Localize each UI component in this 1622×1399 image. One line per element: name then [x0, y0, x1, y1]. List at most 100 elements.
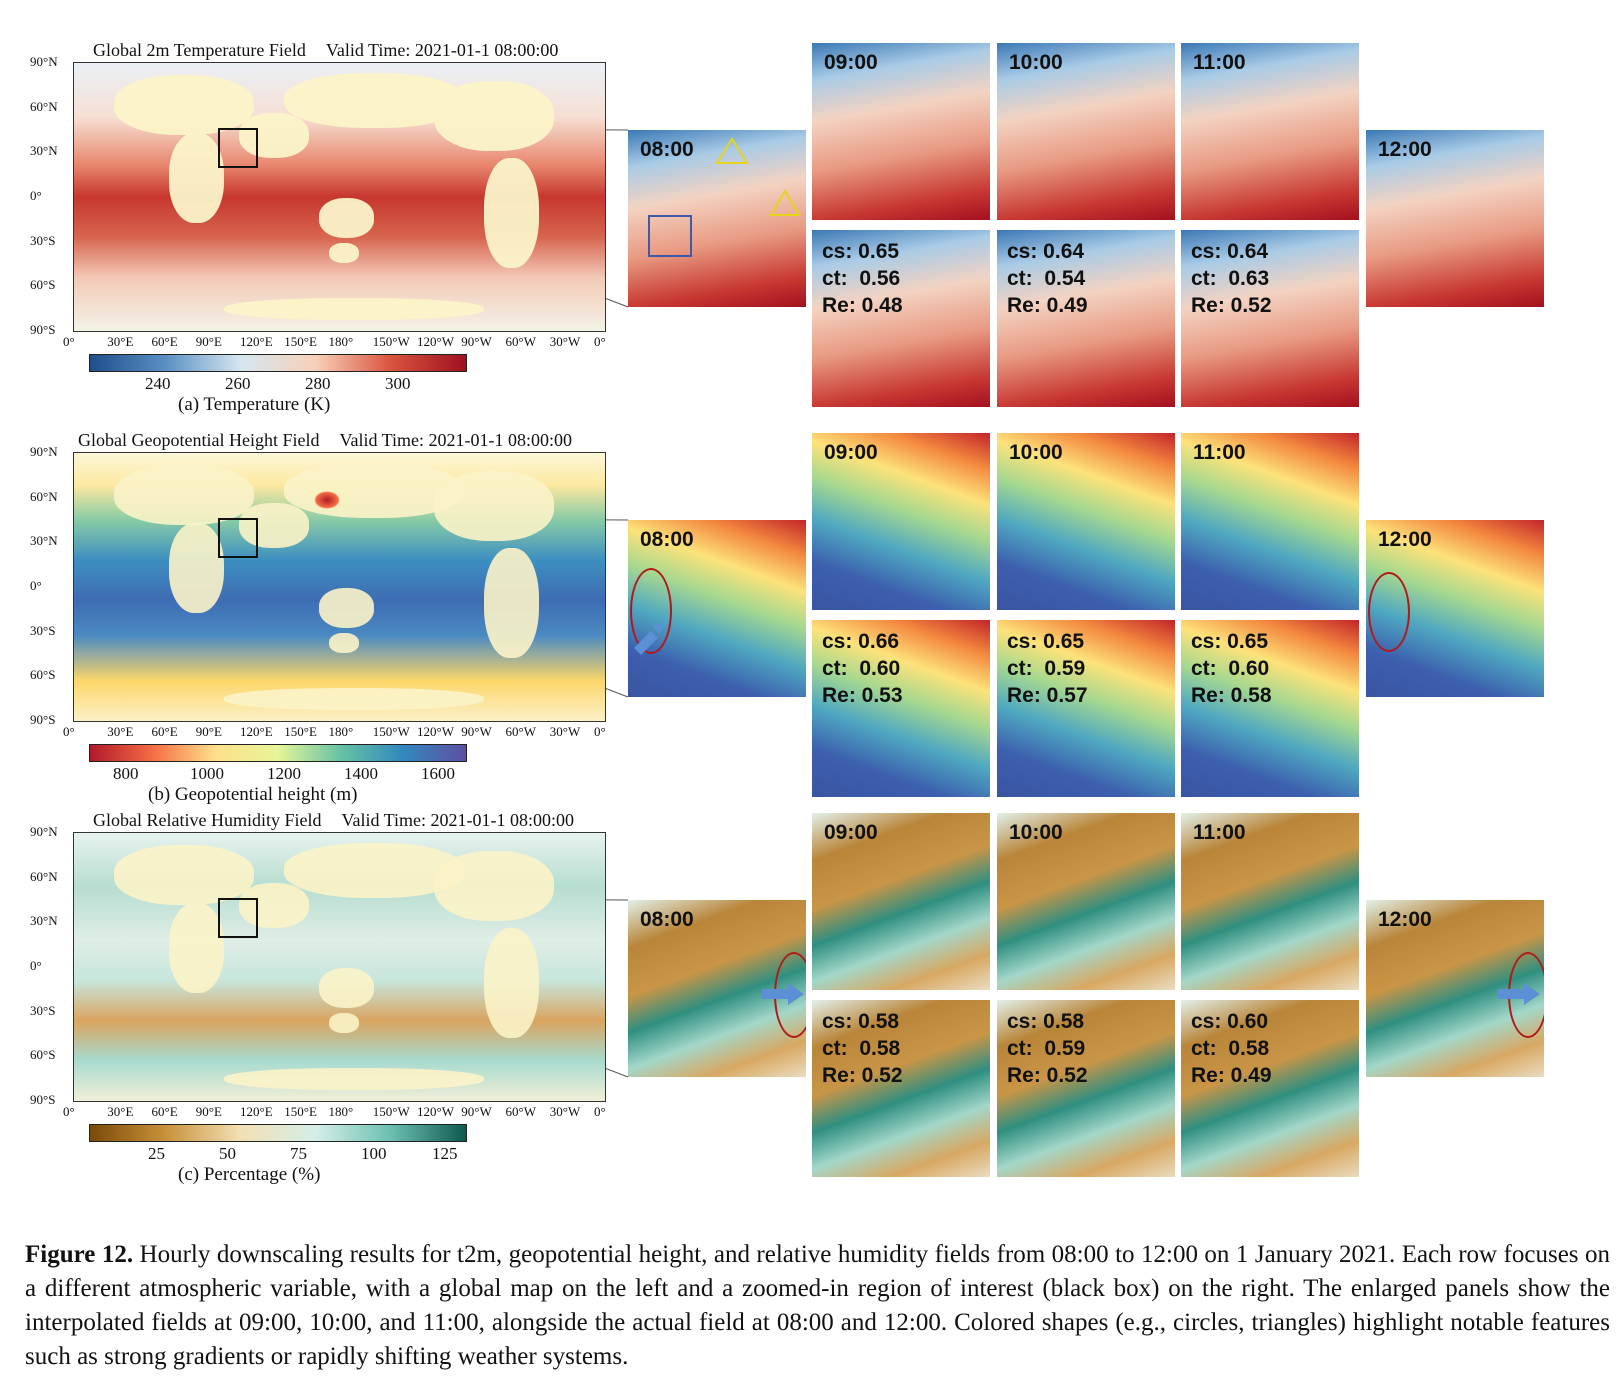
longitude-label: 60°E [151, 1104, 178, 1119]
longitude-label: 150°W [372, 1104, 410, 1119]
tile-end: 12:00 [1366, 130, 1544, 307]
landmass [114, 465, 254, 525]
longitude-label: 0° [63, 724, 75, 739]
caption-text: Hourly downscaling results for t2m, geop… [25, 1241, 1610, 1370]
latitude-label: 60°N [30, 488, 58, 504]
metric-re: Re: 0.52 [1191, 294, 1272, 317]
metric-re: Re: 0.48 [822, 294, 903, 317]
landmass [224, 298, 484, 320]
longitude-label: 90°W [461, 724, 492, 739]
longitude-label: 180° [328, 334, 354, 349]
longitude-label: 150°W [372, 724, 410, 739]
metric-cs: cs: 0.58 [1007, 1010, 1085, 1033]
colorbar-label: (a) Temperature (K) [178, 394, 331, 415]
tile-interpolated-metrics: cs: 0.58 ct: 0.58 Re: 0.52 [812, 1000, 990, 1177]
longitude-label: 30°W [549, 1104, 581, 1119]
latitude-label: 30°S [30, 1002, 56, 1018]
latitude-label: 90°N [30, 824, 58, 839]
landmass [239, 883, 309, 928]
landmass [434, 471, 554, 541]
metric-re: Re: 0.52 [822, 1064, 903, 1087]
tile-interpolated-metrics: cs: 0.66 ct: 0.60 Re: 0.53 [812, 620, 990, 797]
landmass [329, 1013, 359, 1033]
metric-ct: ct: 0.63 [1191, 267, 1270, 290]
longitude-label: 0° [594, 724, 606, 739]
metric-cs: cs: 0.65 [822, 240, 900, 263]
landmass [329, 633, 359, 653]
colorbar-tick: 25 [148, 1144, 165, 1163]
longitude-label: 90°W [461, 334, 492, 349]
longitude-label: 180° [328, 724, 354, 739]
tile-time-label: 08:00 [640, 528, 694, 551]
tile-time-label: 12:00 [1378, 908, 1432, 931]
tile-interpolated-metrics: cs: 0.64 ct: 0.54 Re: 0.49 [997, 230, 1175, 407]
tile-time-label: 12:00 [1378, 528, 1432, 551]
longitude-label: 90°E [195, 1104, 222, 1119]
colorbar-tick: 260 [225, 374, 251, 393]
tile-interpolated-metrics: cs: 0.64 ct: 0.63 Re: 0.52 [1181, 230, 1359, 407]
landmass [434, 81, 554, 151]
valid-time: Valid Time: 2021-01-1 08:00:00 [341, 810, 574, 830]
tile-interpolated-metrics: cs: 0.65 ct: 0.60 Re: 0.58 [1181, 620, 1359, 797]
longitude-label: 120°W [417, 724, 454, 739]
longitude-label: 30°W [549, 724, 581, 739]
colorbar-tick: 1000 [190, 764, 224, 783]
metric-ct: ct: 0.58 [1191, 1037, 1270, 1060]
colorbar-tick: 75 [290, 1144, 307, 1163]
landmass [224, 1068, 484, 1090]
longitude-label: 0° [63, 334, 75, 349]
arrow-icon [1498, 983, 1540, 1005]
colorbar-label: (c) Percentage (%) [178, 1164, 321, 1185]
longitude-label: 60°E [151, 724, 178, 739]
tile-time-label: 11:00 [1193, 441, 1246, 464]
metric-re: Re: 0.58 [1191, 684, 1272, 707]
metric-re: Re: 0.52 [1007, 1064, 1088, 1087]
longitude-label: 30°E [107, 724, 134, 739]
arrow-icon [762, 983, 804, 1005]
region-of-interest-box [218, 898, 258, 938]
metric-re: Re: 0.57 [1007, 684, 1088, 707]
tile-end: 12:00 [1366, 900, 1544, 1077]
landmass [434, 851, 554, 921]
map-title-text: Global Relative Humidity Field [93, 810, 322, 830]
tile-interpolated-top: 09:00 [812, 43, 990, 220]
colorbar-tick: 1400 [344, 764, 378, 783]
tile-time-label: 08:00 [640, 908, 694, 931]
landmass [484, 158, 539, 268]
latitude-label: 90°S [30, 322, 56, 337]
longitude-label: 150°E [284, 1104, 317, 1119]
metric-cs: cs: 0.60 [1191, 1010, 1269, 1033]
longitude-label: 120°E [240, 1104, 273, 1119]
landmass [169, 903, 224, 993]
triangle-marker [769, 189, 801, 216]
colorbar-label: (b) Geopotential height (m) [148, 784, 358, 805]
latitude-label: 30°S [30, 622, 56, 638]
tile-interpolated-top: 09:00 [812, 433, 990, 610]
tile-interpolated-top: 10:00 [997, 813, 1175, 990]
longitude-label: 150°E [284, 724, 317, 739]
colorbar-tick: 300 [385, 374, 411, 393]
metrics-block: cs: 0.65 ct: 0.56 Re: 0.48 [822, 238, 903, 319]
tile-time-label: 12:00 [1378, 138, 1432, 161]
metrics-block: cs: 0.64 ct: 0.63 Re: 0.52 [1191, 238, 1272, 319]
metric-ct: ct: 0.58 [822, 1037, 901, 1060]
colorbar-tick: 100 [361, 1144, 387, 1163]
landmass [319, 588, 374, 628]
region-of-interest-box [218, 128, 258, 168]
longitude-label: 0° [63, 1104, 75, 1119]
longitude-label: 60°E [151, 334, 178, 349]
colorbar [89, 354, 467, 372]
colorbar [89, 1124, 467, 1142]
tile-time-label: 10:00 [1009, 51, 1063, 74]
tile-interpolated-metrics: cs: 0.60 ct: 0.58 Re: 0.49 [1181, 1000, 1359, 1177]
metrics-block: cs: 0.66 ct: 0.60 Re: 0.53 [822, 628, 903, 709]
colorbar-tick: 1600 [421, 764, 455, 783]
longitude-label: 150°W [372, 334, 410, 349]
valid-time: Valid Time: 2021-01-1 08:00:00 [339, 430, 572, 450]
colorbar [89, 744, 467, 762]
caption-label: Figure 12. [25, 1241, 134, 1268]
metric-cs: cs: 0.65 [1007, 630, 1085, 653]
latitude-label: 0° [30, 188, 42, 203]
tile-time-label: 11:00 [1193, 821, 1246, 844]
latitude-label: 0° [30, 958, 42, 973]
